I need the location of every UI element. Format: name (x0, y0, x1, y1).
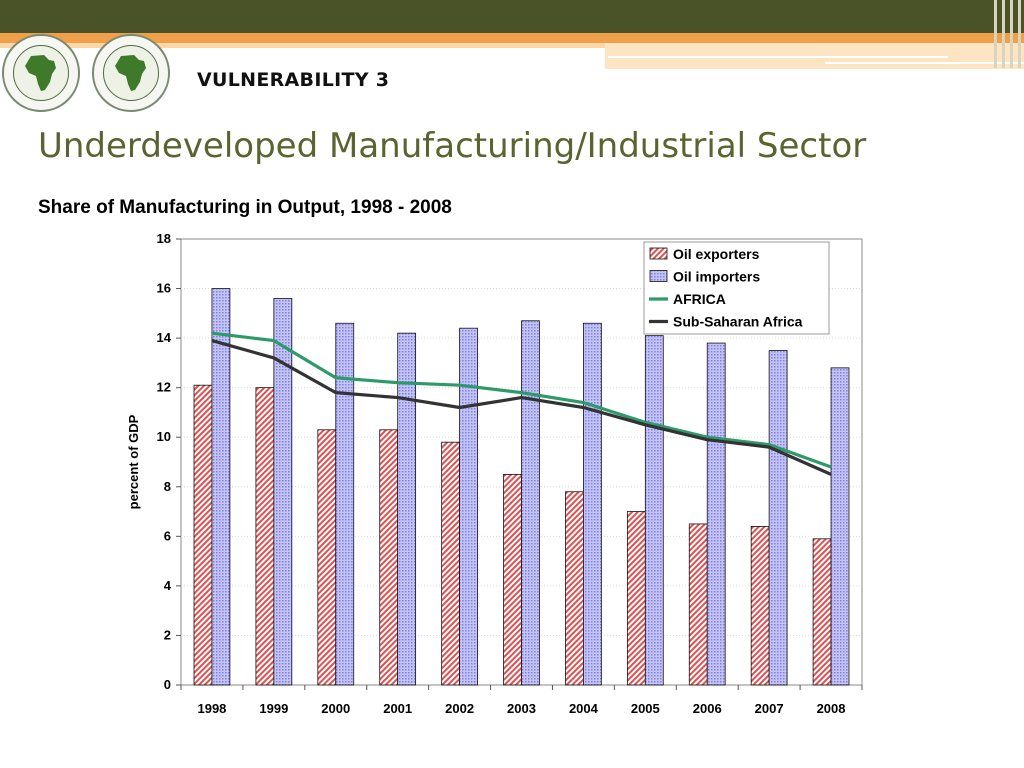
bar-oil-importers (521, 320, 540, 686)
header-stripe (994, 0, 997, 68)
bar-oil-exporters (379, 429, 399, 686)
bar-oil-exporters (193, 384, 213, 686)
section-heading: VULNERABILITY 3 (197, 69, 390, 91)
header-deco-line (825, 62, 1024, 64)
x-tick-label: 2004 (569, 701, 599, 716)
bar-oil-exporters (565, 491, 584, 686)
header-accent-strip (0, 43, 605, 48)
legend-label: Oil exporters (673, 246, 760, 262)
bar-oil-exporters (503, 473, 522, 686)
line-africa (211, 331, 832, 469)
x-tick-label: 2008 (817, 701, 846, 716)
x-tick-label: 1999 (259, 701, 288, 716)
bar-oil-exporters (255, 387, 275, 686)
africa-map-icon (25, 55, 56, 91)
x-tick-label: 2002 (445, 701, 474, 716)
y-tick-label: 10 (157, 429, 171, 444)
bar-oil-exporters (812, 538, 832, 686)
y-tick-label: 14 (157, 330, 172, 345)
y-tick-label: 2 (164, 627, 171, 642)
y-tick-label: 18 (157, 231, 171, 246)
y-tick-label: 8 (164, 479, 171, 494)
bar-oil-importers (335, 322, 355, 686)
bar-oil-exporters (688, 523, 708, 686)
bar-oil-importers (583, 322, 602, 686)
y-tick-label: 6 (164, 528, 171, 543)
y-tick-label: 4 (164, 578, 172, 593)
x-tick-label: 2003 (507, 701, 536, 716)
bar-oil-importers (273, 298, 293, 686)
y-tick-label: 16 (157, 281, 171, 296)
y-axis-label: percent of GDP (126, 414, 141, 509)
x-tick-label: 1998 (197, 701, 226, 716)
header-stripe (1002, 0, 1005, 68)
header-stripe (1010, 0, 1013, 68)
bar-oil-importers (397, 332, 417, 686)
slide-title: Underdeveloped Manufacturing/Industrial … (38, 126, 867, 166)
bar-oil-exporters (626, 511, 646, 686)
y-tick-label: 12 (157, 380, 171, 395)
bank-logo-emblem (92, 34, 170, 112)
header-stripe (1018, 0, 1021, 68)
bar-oil-importers (459, 327, 478, 686)
bar-oil-exporters (750, 526, 770, 686)
line-sub-saharan-africa (211, 339, 832, 476)
bar-oil-importers (211, 288, 231, 686)
x-tick-label: 2007 (755, 701, 784, 716)
legend-label: Oil importers (673, 269, 760, 285)
legend-swatch (649, 247, 668, 260)
bar-oil-importers (706, 342, 726, 686)
legend-box (643, 241, 830, 335)
chart-subtitle: Share of Manufacturing in Output, 1998 -… (38, 197, 452, 218)
africa-map-icon (115, 55, 146, 91)
bar-oil-exporters (441, 441, 460, 686)
legend-label: Sub-Saharan Africa (673, 314, 803, 330)
bar-oil-importers (644, 335, 664, 686)
x-tick-label: 2001 (383, 701, 412, 716)
bank-logo-emblem (2, 34, 80, 112)
y-tick-label: 0 (164, 677, 171, 692)
header-deco-line (608, 56, 948, 58)
x-tick-label: 2000 (321, 701, 350, 716)
x-tick-label: 2005 (631, 701, 660, 716)
bar-oil-exporters (317, 429, 337, 686)
bar-oil-importers (830, 367, 850, 686)
header-bar (0, 0, 1024, 33)
legend-swatch (649, 270, 668, 282)
header-accent-bar (0, 33, 1024, 43)
legend-label: AFRICA (673, 291, 726, 307)
x-tick-label: 2006 (693, 701, 722, 716)
bar-oil-importers (768, 350, 788, 686)
